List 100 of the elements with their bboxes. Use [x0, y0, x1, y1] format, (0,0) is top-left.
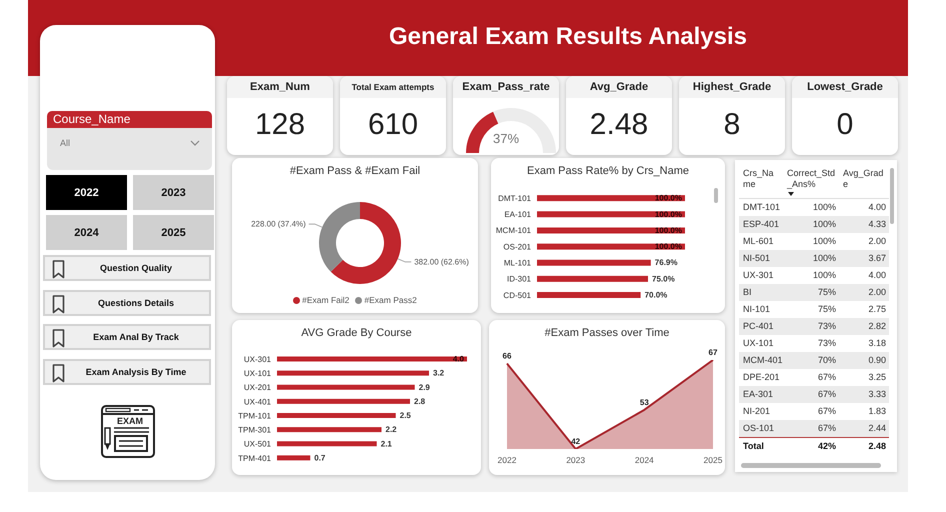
category-label: NI-101 [743, 304, 770, 314]
data-label: 42 [571, 437, 581, 446]
data-label: 2.00 [868, 287, 886, 297]
data-label: 1.83 [868, 406, 886, 416]
data-label: 67% [818, 406, 836, 416]
data-label: 3.2 [433, 368, 445, 378]
text: Total [743, 441, 764, 451]
data-label: 228.00 (37.4%) [251, 220, 306, 229]
data-label: 3.33 [868, 389, 886, 399]
data-label: 100% [812, 202, 836, 212]
category-label: PC-401 [743, 321, 774, 331]
data-label: 75.0% [652, 274, 675, 284]
category-label: DMT-101 [743, 202, 780, 212]
data-label: 73% [818, 321, 836, 331]
data-label: 2.2 [386, 425, 398, 434]
category-label: OS-101 [743, 423, 774, 433]
data-label: 66 [502, 352, 512, 361]
category-label: BI [743, 287, 752, 297]
text: Exam Anal By Track [93, 332, 179, 342]
data-label: 3.18 [868, 338, 886, 348]
text: Course_Name [53, 112, 130, 126]
legend-label: #Exam Pass2 [364, 295, 417, 305]
data-label: 2.75 [868, 304, 886, 314]
x-tick-label: 2024 [634, 455, 654, 466]
data-label: 67 [708, 348, 718, 357]
series-label: Correct_Std_Ans% [787, 168, 836, 189]
text: 42% [818, 441, 836, 451]
data-label: 76.9% [654, 258, 678, 268]
data-label: 4.00 [868, 270, 886, 280]
text: All [60, 138, 70, 148]
data-label: 3.67 [868, 253, 886, 263]
y-tick-label: UX-201 [244, 383, 272, 392]
y-tick-label: OS-201 [503, 242, 532, 252]
y-tick-label: EA-101 [504, 210, 532, 220]
category-label: Lowest_Grade [807, 81, 883, 93]
exam-paper-icon: EXAM [101, 405, 155, 458]
category-label: NI-501 [743, 253, 770, 263]
data-label: 100% [812, 270, 836, 280]
data-label: 0 [836, 107, 854, 143]
data-label: 67% [818, 423, 836, 433]
data-label: 75% [818, 304, 836, 314]
text: 2024 [74, 226, 99, 238]
data-label: 2.82 [868, 321, 886, 331]
y-tick-label: TPM-401 [238, 454, 272, 463]
category-label: Exam_Num [250, 81, 310, 93]
data-label: 75% [818, 287, 836, 297]
data-label: 100.0% [654, 210, 682, 219]
data-label: 100% [812, 253, 836, 263]
y-tick-label: CD-501 [503, 290, 532, 300]
text: Questions Details [98, 298, 174, 308]
text: 2025 [161, 226, 186, 238]
data-label: 382.00 (62.6%) [414, 257, 470, 266]
chart-title: Exam Pass Rate% by Crs_Name [527, 165, 689, 177]
data-label: 100.0% [654, 194, 682, 203]
category-label: UX-101 [743, 338, 774, 348]
y-tick-label: TPM-301 [238, 426, 272, 435]
y-tick-label: UX-101 [244, 369, 272, 378]
data-label: 2.9 [418, 382, 430, 392]
legend-label: #Exam Fail2 [302, 295, 350, 305]
data-label: 8 [722, 107, 742, 143]
y-tick-label: ML-101 [504, 258, 532, 268]
category-label: ESP-401 [743, 219, 780, 229]
data-label: 53 [640, 398, 650, 407]
data-label: 0.90 [868, 355, 886, 365]
chart-title: #Exam Pass & #Exam Fail [290, 165, 420, 177]
data-label: 610 [366, 107, 420, 143]
data-label: 100.0% [654, 242, 682, 252]
y-tick-label: TPM-101 [238, 411, 272, 420]
data-label: 2.1 [380, 439, 392, 448]
data-label: 37% [492, 131, 520, 146]
data-label: 70% [818, 355, 836, 365]
category-label: NI-201 [743, 406, 770, 416]
category-label: Highest_Grade [692, 81, 772, 93]
text: Crs_Name [743, 168, 774, 189]
data-label: 100% [812, 219, 836, 229]
y-tick-label: UX-501 [244, 440, 272, 449]
data-label: 4.0 [452, 354, 465, 364]
data-label: 4.33 [868, 219, 886, 229]
category-label: DPE-201 [743, 372, 780, 382]
category-label: ML-601 [743, 236, 774, 246]
chart-title: AVG Grade By Course [301, 327, 412, 339]
text: Question Quality [100, 263, 172, 273]
data-label: 67% [818, 372, 836, 382]
text: General Exam Results Analysis [389, 23, 747, 50]
y-tick-label: UX-301 [244, 354, 272, 364]
data-label: 70.0% [644, 290, 668, 300]
data-label: 73% [818, 338, 836, 348]
data-label: 4.00 [868, 202, 886, 212]
data-label: 128 [254, 107, 306, 143]
data-label: 3.25 [868, 372, 886, 382]
chart-title: Exam_Pass_rate [462, 81, 550, 93]
text: 2023 [161, 186, 186, 198]
data-label: 100% [812, 236, 836, 246]
chart-title: #Exam Passes over Time [544, 327, 670, 339]
series-label: Avg_Grade [843, 168, 884, 189]
y-tick-label: ID-301 [506, 274, 532, 284]
category-label: MCM-401 [743, 355, 783, 365]
category-label: UX-301 [743, 270, 774, 280]
data-label: 2.00 [868, 236, 886, 246]
x-tick-label: 2022 [498, 455, 517, 466]
